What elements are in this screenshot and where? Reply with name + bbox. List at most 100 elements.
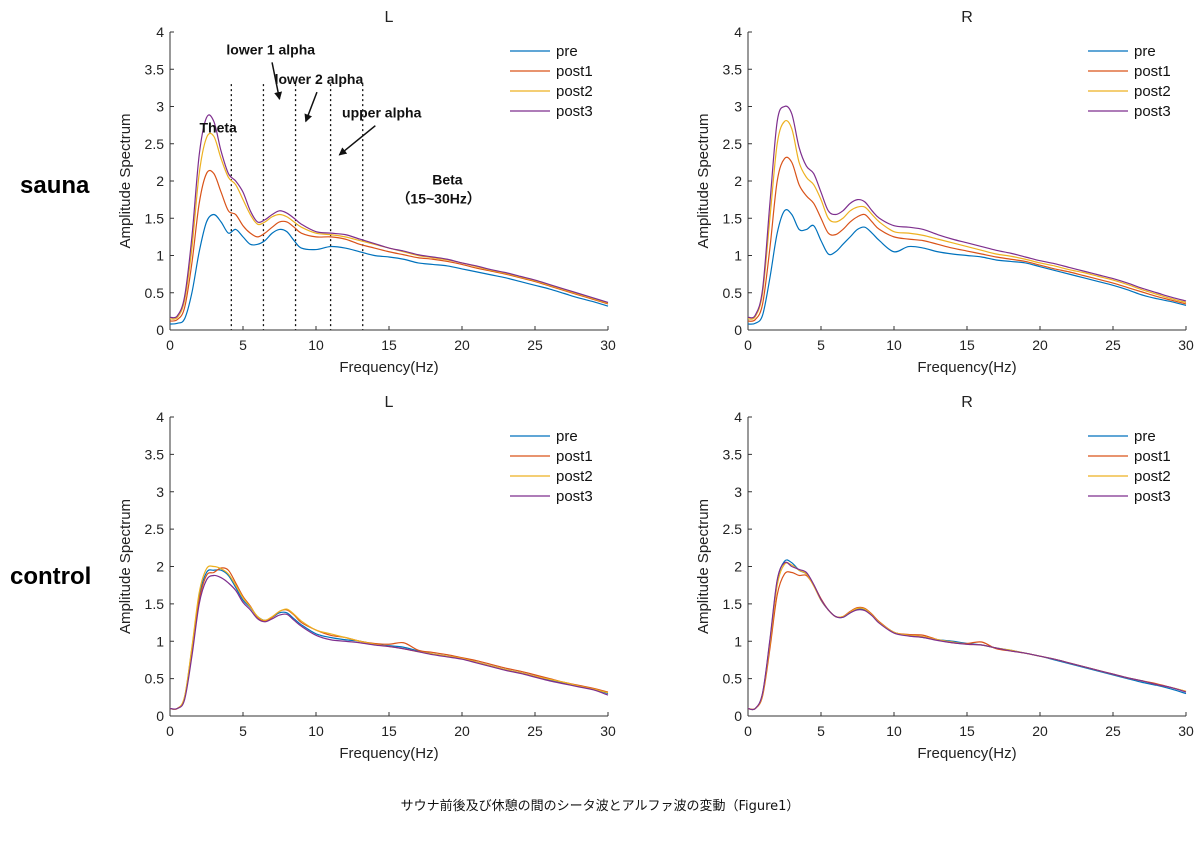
x-tick-label: 25: [1105, 723, 1121, 739]
figure-caption: サウナ前後及び休憩の間のシータ波とアルファ波の変動（Figure1）: [400, 799, 800, 814]
legend-label-post2: post2: [1134, 83, 1171, 100]
series-line-pre: [169, 213, 609, 325]
y-tick-label: 0: [734, 708, 742, 724]
series-line-post3: [747, 561, 1187, 711]
legend-label-post3: post3: [1134, 103, 1171, 120]
x-tick-label: 20: [1032, 723, 1048, 739]
series-line-post1: [169, 169, 609, 322]
series-line-post3: [747, 105, 1187, 319]
chart-title: R: [961, 9, 973, 26]
x-tick-label: 25: [527, 723, 543, 739]
x-tick-label: 10: [886, 337, 902, 353]
y-tick-label: 4: [156, 24, 164, 40]
legend-label-post3: post3: [556, 488, 593, 505]
legend-label-pre: pre: [556, 43, 578, 60]
x-tick-label: 10: [308, 723, 324, 739]
x-tick-label: 0: [744, 337, 752, 353]
x-axis-label: Frequency(Hz): [339, 359, 438, 376]
x-tick-label: 0: [744, 723, 752, 739]
y-tick-label: 1: [156, 248, 164, 264]
x-tick-label: 5: [239, 337, 247, 353]
y-tick-label: 0: [734, 322, 742, 338]
legend-label-post2: post2: [556, 468, 593, 485]
series-line-post3: [169, 574, 609, 710]
series-line-post2: [169, 132, 609, 320]
chart-title: L: [385, 394, 394, 411]
x-tick-label: 10: [886, 723, 902, 739]
x-tick-label: 30: [1178, 723, 1194, 739]
x-tick-label: 0: [166, 723, 174, 739]
y-tick-label: 1: [734, 248, 742, 264]
series-line-pre: [747, 209, 1187, 325]
y-tick-label: 0.5: [145, 285, 165, 301]
y-tick-label: 2: [156, 173, 164, 189]
annotation-arrow: [338, 125, 376, 156]
x-axis-label: Frequency(Hz): [917, 359, 1016, 376]
x-tick-label: 25: [527, 337, 543, 353]
series-line-post3: [169, 114, 609, 319]
legend-label-post2: post2: [1134, 468, 1171, 485]
legend-label-post1: post1: [556, 63, 593, 80]
y-tick-label: 2.5: [145, 136, 165, 152]
legend-label-pre: pre: [1134, 428, 1156, 445]
legend-label-post3: post3: [556, 103, 593, 120]
y-tick-label: 4: [156, 409, 164, 425]
y-tick-label: 2.5: [145, 521, 165, 537]
chart-control-R: 0 0.5 1 1.5 2 2.5 3 3.5 4 0 5 10 15 20 25 30 Frequency(H…: [695, 394, 1194, 762]
legend-label-pre: pre: [556, 428, 578, 445]
x-tick-label: 20: [454, 337, 470, 353]
x-tick-label: 15: [381, 337, 397, 353]
y-tick-label: 0.5: [723, 671, 743, 687]
y-axis-label: Amplitude Spectrum: [117, 499, 134, 634]
y-axis-label: Amplitude Spectrum: [695, 113, 712, 248]
x-tick-label: 25: [1105, 337, 1121, 353]
y-tick-label: 4: [734, 24, 742, 40]
y-tick-label: 1: [156, 633, 164, 649]
series-line-post1: [747, 571, 1187, 711]
x-tick-label: 20: [454, 723, 470, 739]
y-tick-label: 1: [734, 633, 742, 649]
row-label-sauna: sauna: [20, 172, 90, 199]
y-tick-label: 3: [156, 484, 164, 500]
y-tick-label: 1.5: [145, 596, 165, 612]
x-axis-label: Frequency(Hz): [339, 745, 438, 762]
x-tick-label: 0: [166, 337, 174, 353]
row-label-control: control: [10, 563, 91, 590]
chart-title: R: [961, 394, 973, 411]
series-line-post2: [747, 119, 1187, 320]
y-tick-label: 0: [156, 708, 164, 724]
annotation-label: （15~30Hz）: [396, 190, 480, 206]
x-tick-label: 5: [817, 723, 825, 739]
annotation-label: Theta: [200, 120, 238, 136]
legend-label-post3: post3: [1134, 488, 1171, 505]
chart-sauna-R: 0 0.5 1 1.5 2 2.5 3 3.5 4 0 5 10 15 20 25 30 Frequency(H…: [695, 9, 1194, 376]
series-line-pre: [747, 559, 1187, 711]
chart-title: L: [385, 9, 394, 26]
legend-label-post1: post1: [1134, 448, 1171, 465]
series-line-post1: [169, 567, 609, 710]
y-tick-label: 3: [156, 99, 164, 115]
y-tick-label: 3.5: [145, 446, 165, 462]
y-tick-label: 2: [734, 173, 742, 189]
chart-control-L: 0 0.5 1 1.5 2 2.5 3 3.5 4 0 5 10 15 20 25 30 Frequency(H…: [117, 394, 616, 762]
y-tick-label: 2.5: [723, 521, 743, 537]
x-tick-label: 20: [1032, 337, 1048, 353]
y-axis-label: Amplitude Spectrum: [695, 499, 712, 634]
series-line-post1: [747, 156, 1187, 322]
legend-label-post2: post2: [556, 83, 593, 100]
y-tick-label: 3: [734, 99, 742, 115]
legend-label-post1: post1: [1134, 63, 1171, 80]
y-tick-label: 0: [156, 322, 164, 338]
x-tick-label: 15: [959, 723, 975, 739]
y-tick-label: 2: [156, 559, 164, 575]
y-tick-label: 0.5: [723, 285, 743, 301]
x-tick-label: 5: [239, 723, 247, 739]
annotation-arrow: [271, 62, 283, 101]
y-tick-label: 2.5: [723, 136, 743, 152]
y-tick-label: 4: [734, 409, 742, 425]
y-tick-label: 2: [734, 559, 742, 575]
legend-label-post1: post1: [556, 448, 593, 465]
y-tick-label: 1.5: [723, 210, 743, 226]
y-tick-label: 1.5: [145, 210, 165, 226]
